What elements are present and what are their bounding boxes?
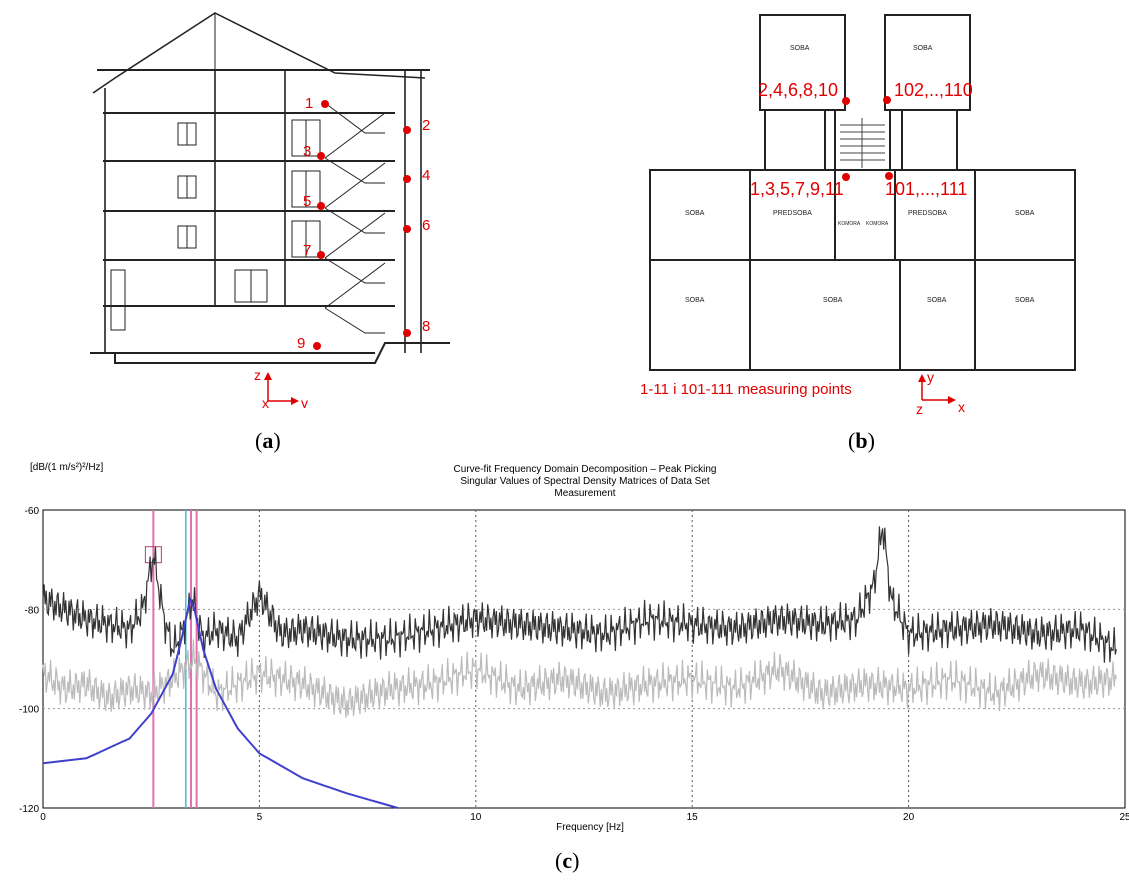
x-tick-label: 20 [903, 812, 915, 823]
svg-text:x: x [958, 399, 965, 415]
point-label: 8 [422, 318, 430, 335]
section-drawing: 1 2 3 4 5 6 7 8 9 z x y [90, 12, 450, 408]
point-label: 6 [422, 217, 430, 234]
svg-text:SOBA: SOBA [685, 210, 705, 217]
caption-c: (c) [555, 848, 580, 873]
svg-text:SOBA: SOBA [685, 297, 705, 304]
room-labels: SOBA SOBA SOBA PREDSOBA KOMORA KOMORA PR… [685, 45, 1035, 304]
y-tick-label: -60 [25, 506, 40, 517]
chart-title: Curve-fit Frequency Domain Decomposition… [454, 464, 717, 475]
svg-text:z: z [254, 367, 261, 383]
svg-text:z: z [916, 401, 923, 417]
axis-glyph-a: z x y [254, 367, 308, 408]
point-group-label: 102,..,110 [894, 80, 973, 100]
roof-outline [92, 12, 426, 94]
chart-subtitle-2: Measurement [554, 488, 615, 499]
x-tick-label: 10 [470, 812, 482, 823]
svg-text:SOBA: SOBA [1015, 297, 1035, 304]
windows [110, 119, 321, 331]
point-label: 9 [297, 335, 305, 352]
svg-text:KOMORA: KOMORA [838, 221, 861, 227]
svg-text:SOBA: SOBA [927, 297, 947, 304]
point-label: 3 [303, 143, 311, 160]
axis-glyph-b: y z x [916, 369, 965, 417]
svg-text:PREDSOBA: PREDSOBA [908, 210, 947, 217]
y-axis-label: [dB/(1 m/s²)²/Hz] [30, 462, 104, 473]
svg-text:SOBA: SOBA [823, 297, 843, 304]
caption-b: (b) [848, 428, 875, 453]
y-tick-label: -120 [19, 804, 39, 815]
point-group-label: 2,4,6,8,10 [758, 80, 838, 100]
measuring-points-a: 1 2 3 4 5 6 7 8 9 [297, 95, 430, 352]
x-axis-label: Frequency [Hz] [556, 822, 624, 833]
series-line-2 [42, 639, 1117, 718]
plot-frame [42, 509, 1126, 809]
svg-text:x: x [262, 395, 269, 408]
staircase [324, 102, 386, 334]
x-tick-label: 25 [1119, 812, 1129, 823]
caption-a: (a) [255, 428, 281, 453]
measuring-points-legend: 1-11 i 101-111 measuring points [640, 381, 852, 398]
point-label: 4 [422, 167, 430, 184]
svg-text:PREDSOBA: PREDSOBA [773, 210, 812, 217]
floor-plan: SOBA SOBA SOBA PREDSOBA KOMORA KOMORA PR… [640, 14, 1076, 417]
svg-text:y: y [927, 369, 934, 385]
x-tick-label: 15 [687, 812, 699, 823]
svg-text:SOBA: SOBA [913, 45, 933, 52]
svg-text:KOMORA: KOMORA [866, 221, 889, 227]
series-line-1 [42, 526, 1117, 663]
x-tick-label: 5 [257, 812, 263, 823]
point-group-label: 1,3,5,7,9,11 [750, 179, 844, 199]
series-line-3 [42, 596, 399, 809]
point-label: 1 [305, 95, 313, 112]
floor-slabs [90, 69, 430, 354]
svg-text:SOBA: SOBA [790, 45, 810, 52]
x-tick-label: 0 [40, 812, 46, 823]
svg-text:y: y [301, 395, 308, 408]
point-label: 7 [303, 242, 311, 259]
peak-pick-box [144, 546, 162, 564]
spectrum-chart: [dB/(1 m/s²)²/Hz] Curve-fit Frequency Do… [19, 462, 1129, 833]
measuring-points-b: 2,4,6,8,10 102,..,110 1,3,5,7,9,11 101,.… [750, 80, 973, 199]
y-tick-label: -100 [19, 705, 39, 716]
chart-subtitle-1: Singular Values of Spectral Density Matr… [460, 476, 710, 487]
y-tick-label: -80 [25, 605, 40, 616]
point-label: 5 [303, 193, 311, 210]
point-group-label: 101,...,111 [885, 179, 967, 199]
svg-text:SOBA: SOBA [1015, 210, 1035, 217]
point-label: 2 [422, 117, 430, 134]
